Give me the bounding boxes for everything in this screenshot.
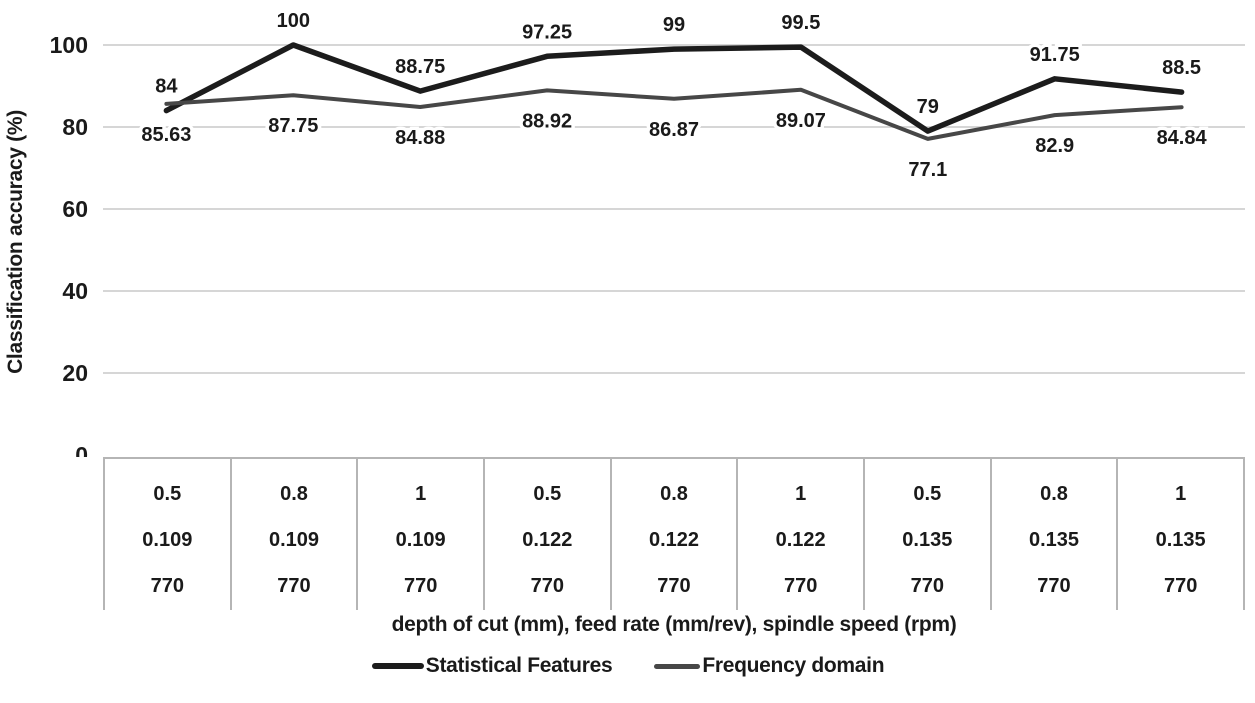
depth-of-cut-value: 0.5 xyxy=(533,482,562,505)
depth-of-cut-value: 0.8 xyxy=(660,482,688,505)
category-cell: 0.5 0.122 770 xyxy=(485,459,612,610)
data-label: 100 xyxy=(277,10,310,32)
data-label: 85.63 xyxy=(141,124,191,146)
statistical-features-line-swatch xyxy=(371,663,424,669)
x-category-table: 0.5 0.109 770 0.8 0.109 770 1 0.109 770 0.5 0.122 7… xyxy=(103,457,1245,610)
y-tick-label: 40 xyxy=(62,278,88,304)
y-tick-label: 100 xyxy=(50,32,88,58)
y-tick-label: 60 xyxy=(62,196,88,222)
depth-of-cut-value: 0.5 xyxy=(153,482,182,505)
spindle-speed-value: 770 xyxy=(910,575,944,598)
feed-rate-value: 0.135 xyxy=(1155,528,1206,551)
data-label: 88.92 xyxy=(522,110,572,132)
data-label: 89.07 xyxy=(776,110,826,132)
depth-of-cut-value: 0.8 xyxy=(280,482,308,505)
data-label: 97.25 xyxy=(522,21,572,43)
category-cell: 0.8 0.109 770 xyxy=(232,459,359,610)
data-label: 88.75 xyxy=(395,56,445,78)
y-tick-label: 20 xyxy=(62,360,88,386)
data-label: 77.1 xyxy=(908,159,947,181)
depth-of-cut-value: 1 xyxy=(1175,482,1187,505)
spindle-speed-value: 770 xyxy=(403,575,438,598)
category-cell: 0.5 0.109 770 xyxy=(105,459,232,610)
data-label: 86.87 xyxy=(649,119,699,141)
depth-of-cut-value: 1 xyxy=(415,482,427,505)
x-axis-title: depth of cut (mm), feed rate (mm/rev), s… xyxy=(391,613,957,636)
category-cell: 1 0.122 770 xyxy=(738,459,865,610)
spindle-speed-value: 770 xyxy=(1163,575,1198,598)
feed-rate-value: 0.122 xyxy=(522,528,573,551)
data-label: 82.9 xyxy=(1035,135,1074,157)
data-label: 79 xyxy=(917,96,939,118)
category-cell: 0.5 0.135 770 xyxy=(865,459,992,610)
spindle-speed-value: 770 xyxy=(150,575,185,598)
legend-item-statistical-features: Statistical Features xyxy=(371,654,613,678)
data-label: 87.75 xyxy=(268,115,318,137)
feed-rate-value: 0.122 xyxy=(775,528,826,551)
data-label: 91.75 xyxy=(1030,44,1080,66)
data-label: 99 xyxy=(663,14,685,36)
category-cell: 1 0.135 770 xyxy=(1118,459,1245,610)
data-label: 84 xyxy=(155,76,178,98)
data-label: 84.84 xyxy=(1157,127,1208,149)
series-line-frequency-domain xyxy=(164,87,1184,141)
legend-label-statistical-features: Statistical Features xyxy=(425,654,613,677)
spindle-speed-value: 770 xyxy=(277,575,311,598)
spindle-speed-value: 770 xyxy=(530,575,564,598)
spindle-speed-value: 770 xyxy=(1037,575,1071,598)
frequency-domain-line-swatch xyxy=(654,663,701,669)
feed-rate-value: 0.135 xyxy=(902,528,953,551)
feed-rate-value: 0.109 xyxy=(268,528,320,551)
legend-label-frequency-domain: Frequency domain xyxy=(702,654,885,677)
data-label: 99.5 xyxy=(781,12,820,34)
category-cell: 1 0.109 770 xyxy=(358,459,485,610)
feed-rate-value: 0.122 xyxy=(648,528,700,551)
category-cell: 0.8 0.135 770 xyxy=(992,459,1119,610)
spindle-speed-value: 770 xyxy=(783,575,818,598)
legend-item-frequency-domain: Frequency domain xyxy=(654,654,885,678)
legend: Statistical Features Frequency domain xyxy=(48,654,1208,678)
depth-of-cut-value: 0.8 xyxy=(1040,482,1068,505)
data-label: 88.5 xyxy=(1162,57,1201,79)
data-label: 84.88 xyxy=(395,127,445,149)
feed-rate-value: 0.109 xyxy=(142,528,193,551)
y-tick-label: 80 xyxy=(62,114,88,140)
plot-area: 0 20 40 60 80 100 84 100 88.75 97.25 99 99.5 79 91.75… xyxy=(49,10,1245,457)
spindle-speed-value: 770 xyxy=(657,575,691,598)
depth-of-cut-value: 1 xyxy=(795,482,807,505)
depth-of-cut-value: 0.5 xyxy=(913,482,942,505)
feed-rate-value: 0.135 xyxy=(1028,528,1080,551)
feed-rate-value: 0.109 xyxy=(395,528,446,551)
y-tick-label: 0 xyxy=(75,442,88,457)
category-cell: 0.8 0.122 770 xyxy=(612,459,739,610)
series-line-statistical-features xyxy=(163,42,1185,134)
